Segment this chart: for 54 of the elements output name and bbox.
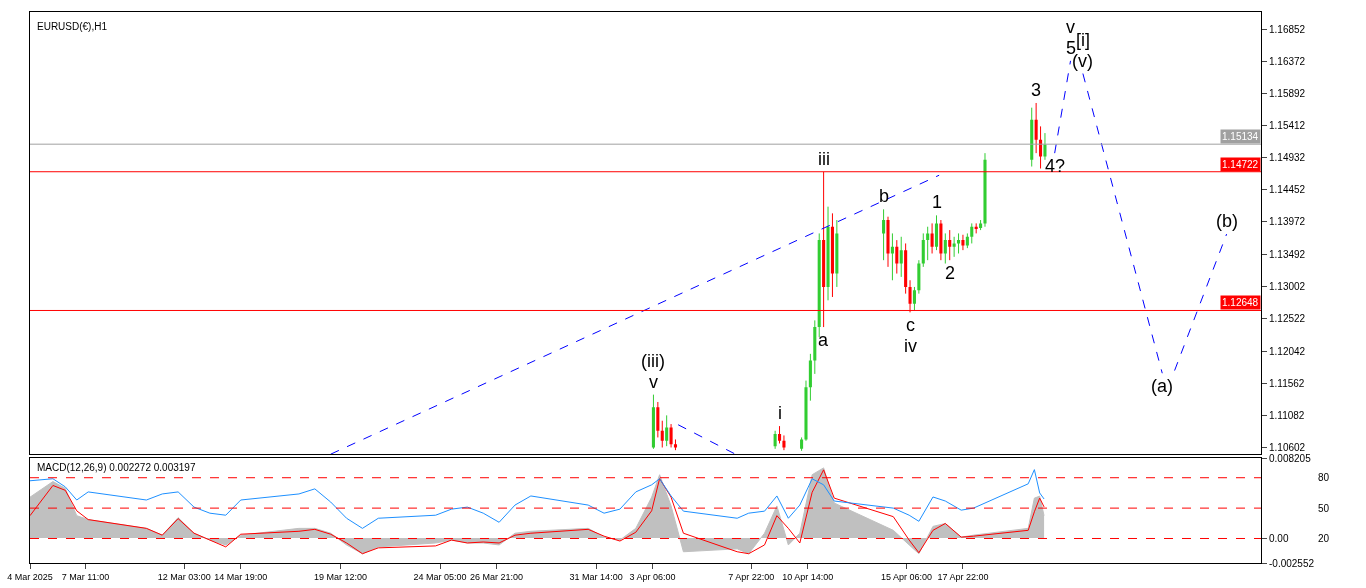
annotation: b — [879, 186, 890, 206]
x-tick-label: 3 Apr 06:00 — [629, 571, 676, 582]
x-tick-label: 15 Apr 06:00 — [880, 571, 933, 582]
y2-tick-label: 80 — [1318, 472, 1330, 484]
x-tick-label: 12 Mar 03:00 — [157, 571, 211, 582]
annotation: 1 — [932, 192, 943, 212]
x-tick-label: 19 Mar 12:00 — [313, 571, 367, 582]
y-tick-label: 1.13492 — [1269, 248, 1306, 260]
y-tick-label: 1.11562 — [1269, 377, 1305, 389]
text: EURUSD(€),H1 — [37, 21, 108, 32]
ref-line-label: 1.15134 — [1222, 131, 1259, 142]
ref-line-label: 1.12648 — [1222, 297, 1259, 308]
annotation: v — [649, 372, 658, 392]
annotation: 3 — [1031, 80, 1042, 100]
x-tick-label: 31 Mar 14:00 — [569, 571, 623, 582]
annotation: 2 — [945, 263, 956, 283]
y-tick-label: 1.13002 — [1269, 281, 1306, 293]
y-tick-label: 1.12522 — [1269, 313, 1306, 325]
annotation: (a) — [1151, 376, 1173, 396]
x-tick-label: 14 Mar 19:00 — [214, 571, 268, 582]
annotation: (b) — [1216, 211, 1238, 231]
annotation: i — [778, 403, 782, 423]
y-tick-label: 1.15412 — [1269, 120, 1306, 132]
annotation: c — [906, 315, 915, 335]
chart-title: MACD(12,26,9) 0.002272 0.003197 — [37, 462, 196, 473]
y-tick-label: -0.002552 — [1269, 557, 1315, 569]
annotation: [i] — [1076, 30, 1091, 50]
x-tick-label: 4 Mar 2025 — [7, 571, 53, 582]
x-tick-label: 24 Mar 05:00 — [413, 571, 467, 582]
x-tick-label: 7 Mar 11:00 — [61, 571, 110, 582]
annotation: iv — [904, 336, 917, 356]
y-tick-label: 1.16372 — [1269, 55, 1306, 67]
y-tick-label: 1.11082 — [1269, 409, 1305, 421]
y-tick-label: 1.12042 — [1269, 345, 1306, 357]
x-tick-label: 26 Mar 21:00 — [469, 571, 523, 582]
x-tick-label: 17 Apr 22:00 — [937, 571, 989, 582]
annotation: (iii) — [641, 351, 665, 371]
y-tick-label: 1.14452 — [1269, 184, 1306, 196]
y2-tick-label: 20 — [1318, 532, 1330, 544]
y-tick-label: 1.15892 — [1269, 87, 1306, 99]
y-tick-label: 0.008205 — [1269, 452, 1312, 464]
y-tick-label: 1.14932 — [1269, 152, 1306, 164]
x-tick-label: 10 Apr 14:00 — [782, 571, 834, 582]
annotation: 4? — [1045, 156, 1066, 176]
x-tick-label: 7 Apr 22:00 — [728, 571, 775, 582]
y-tick-label: 1.13972 — [1269, 216, 1306, 228]
annotation: a — [818, 330, 829, 350]
annotation: iii — [818, 149, 830, 169]
y2-tick-label: 50 — [1318, 502, 1330, 514]
ref-line-label: 1.14722 — [1222, 159, 1259, 170]
annotation: v — [1066, 17, 1075, 37]
y-tick-label: 0.00 — [1269, 532, 1289, 544]
y-tick-label: 1.10602 — [1269, 441, 1306, 453]
y-tick-label: 1.16852 — [1269, 23, 1306, 35]
